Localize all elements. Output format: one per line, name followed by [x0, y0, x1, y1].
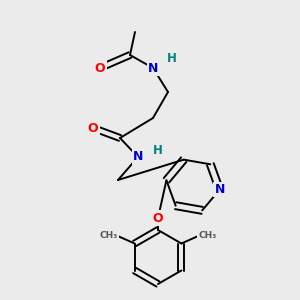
- Text: CH₃: CH₃: [198, 231, 217, 240]
- Text: N: N: [133, 151, 143, 164]
- Text: O: O: [88, 122, 98, 134]
- Text: N: N: [148, 61, 158, 74]
- Text: CH₃: CH₃: [100, 231, 118, 240]
- Text: O: O: [95, 61, 105, 74]
- Text: N: N: [214, 183, 225, 196]
- Text: H: H: [153, 143, 163, 157]
- Text: O: O: [153, 212, 163, 224]
- Text: H: H: [167, 52, 177, 64]
